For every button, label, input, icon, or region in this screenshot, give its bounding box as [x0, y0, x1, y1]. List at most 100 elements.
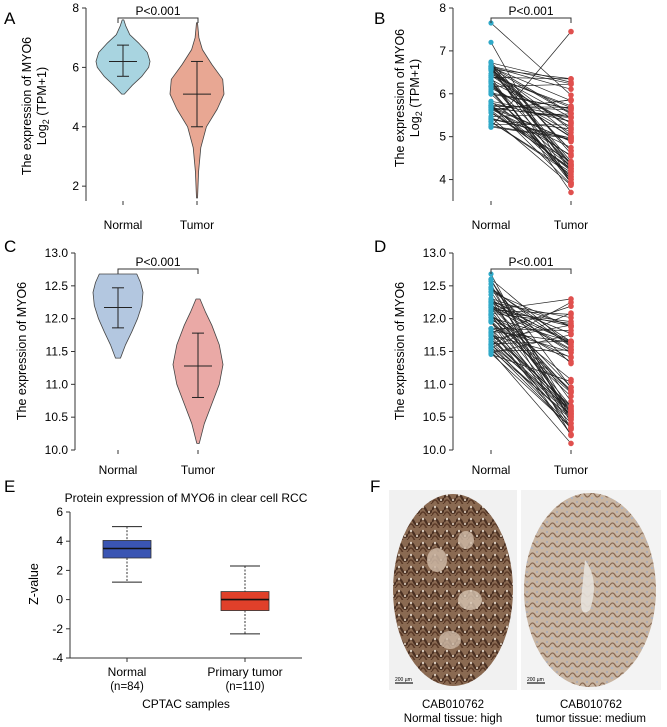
pair-connector-line [490, 349, 572, 352]
x-category-count: (n=84) [110, 681, 144, 693]
normal-sample-point [488, 339, 494, 345]
normal-sample-point [488, 91, 494, 97]
pair-connector-line [490, 68, 572, 80]
y-tick-label: 10.0 [45, 443, 69, 457]
tumor-sample-point [568, 182, 574, 189]
tumor-sample-point [568, 384, 574, 390]
chart-title-e: Protein expression of MYO6 in clear cell… [65, 491, 308, 505]
p-value-a: P<0.001 [135, 4, 180, 18]
ihc-tissue-gap [581, 560, 594, 613]
y-tick-label: -2 [52, 622, 63, 636]
y-tick-label: 4 [439, 173, 446, 187]
pair-connector-line [490, 307, 572, 351]
panel-letter-e: E [4, 477, 15, 496]
y-tick-label: 11.0 [424, 377, 447, 391]
normal-sample-point [488, 285, 494, 291]
y-tick-label: -4 [52, 651, 63, 665]
tumor-sample-point [568, 354, 574, 360]
tumor-sample-point [568, 432, 574, 439]
normal-sample-point [488, 123, 494, 129]
normal-sample-point [488, 307, 494, 313]
normal-sample-point [488, 314, 494, 321]
y-ticks-a: 2 4 6 8 [72, 1, 86, 193]
y-tick-label: 11.5 [46, 345, 69, 359]
pair-connector-line [490, 339, 572, 415]
tumor-sample-point [568, 311, 574, 318]
y-tick-label: 2 [72, 179, 79, 193]
panel-c: C The expression of MYO6 10.0 10.5 11.0 11.… [4, 237, 224, 477]
panel-a: A The expression of MYO6 Log2 (TPM+1) 24… [4, 1, 225, 232]
p-value-c: P<0.001 [135, 255, 180, 269]
normal-sample-point [488, 271, 494, 277]
pair-connector-line [490, 81, 572, 165]
panel-d: D The expression of MYO6 10.0 10.5 11.0 11.… [374, 237, 588, 477]
tumor-sample-point [568, 327, 574, 334]
pair-connector-line [490, 105, 572, 172]
y-tick-label: 4 [56, 534, 63, 548]
p-value-b: P<0.001 [508, 4, 553, 18]
significance-d: P<0.001 [490, 255, 572, 274]
y-tick-label: 12.5 [45, 279, 69, 293]
tumor-sample-point [568, 127, 574, 133]
pair-connector-line [490, 99, 572, 111]
scale-bar-label-right: 200 µm [527, 677, 544, 683]
tumor-sample-point [568, 389, 574, 396]
panel-f: F 200 µm 200 µm [370, 477, 661, 725]
x-category-label: Tumor [180, 218, 214, 232]
pair-connector-line [490, 67, 572, 115]
ihc-glomerulus [427, 548, 447, 572]
significance-c: P<0.001 [117, 255, 199, 274]
pair-connector-line [490, 278, 572, 347]
tumor-sample-point [568, 171, 574, 178]
x-category-label: Primary tumor [207, 665, 282, 679]
tumor-sample-point [568, 133, 574, 139]
normal-sample-point [488, 39, 494, 45]
tumor-sample-point [568, 299, 574, 306]
pair-connector-line [490, 125, 572, 139]
tumor-sample-point [568, 360, 574, 367]
panel-b: B The expression of MYO6 Log2 (TPM+1) 4 5… [374, 1, 588, 232]
pair-connector-line [490, 112, 572, 163]
normal-sample-point [488, 98, 494, 104]
y-tick-label: 10.0 [423, 443, 447, 457]
pair-connector-line [490, 346, 572, 420]
normal-sample-point [488, 332, 494, 338]
y-tick-label: 12.0 [45, 312, 69, 326]
pair-connector-line [490, 307, 572, 412]
pair-connector-line [490, 118, 572, 139]
pair-connector-line [490, 283, 572, 430]
pair-connector-line [490, 31, 572, 128]
pair-connector-line [490, 107, 572, 117]
y-ticks-d: 10.0 10.5 11.0 11.5 12.0 12.5 13.0 [423, 246, 453, 457]
y-ticks-c: 10.0 10.5 11.0 11.5 12.0 12.5 13.0 [45, 246, 75, 457]
pair-connector-line [490, 104, 572, 111]
y-tick-label: 0 [56, 593, 63, 607]
p-value-d: P<0.001 [508, 255, 553, 269]
pair-connector-line [490, 328, 572, 435]
pair-connector-line [490, 347, 572, 429]
y-tick-label: 7 [439, 44, 446, 58]
tumor-sample-point [568, 107, 574, 113]
tumor-sample-point [568, 92, 574, 98]
significance-a: P<0.001 [117, 4, 199, 23]
x-category-label: Normal [472, 463, 511, 477]
y-tick-label: 10.5 [423, 410, 447, 424]
ylabel-a-line1: The expression of MYO6 [20, 37, 34, 175]
significance-bracket-d [490, 268, 572, 274]
normal-sample-point [488, 114, 494, 121]
violins-a [95, 19, 225, 199]
ylabel-a-tail: (TPM+1) [35, 67, 49, 119]
tumor-sample-point [568, 331, 574, 338]
x-category-label: Tumor [554, 463, 588, 477]
ihc-caption-right-tissue: tumor tissue: medium [536, 713, 646, 725]
y-tick-label: 6 [72, 60, 79, 74]
panel-letter-f: F [370, 477, 380, 496]
y-tick-label: 4 [72, 120, 79, 134]
pair-connector-line [490, 353, 572, 428]
panel-e: E Protein expression of MYO6 in clear ce… [4, 477, 308, 711]
tumor-sample-point [568, 440, 574, 447]
y-tick-label: 8 [439, 1, 446, 15]
y-tick-label: 5 [439, 130, 446, 144]
boxes-e [102, 526, 270, 635]
x-category-label: Normal [104, 218, 143, 232]
